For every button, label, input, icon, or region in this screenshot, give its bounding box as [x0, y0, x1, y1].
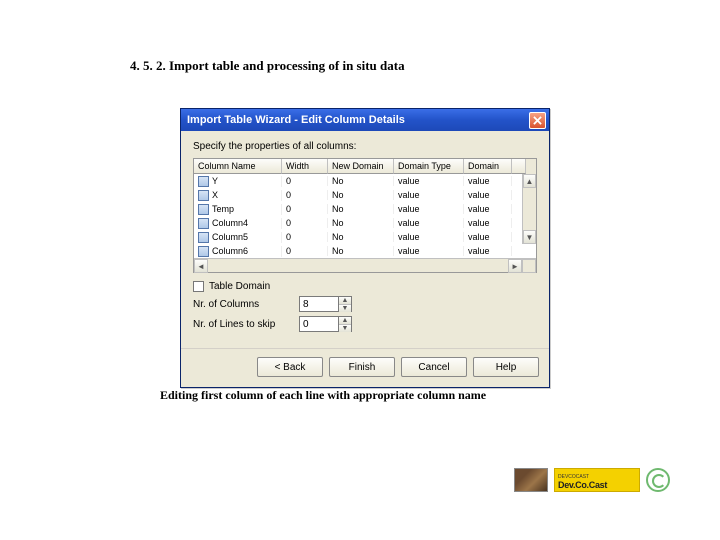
table-domain-row: Table Domain — [193, 281, 537, 292]
cell-new-domain[interactable]: No — [328, 190, 394, 200]
column-icon — [198, 204, 209, 215]
figure-caption: Editing first column of each line with a… — [160, 388, 486, 403]
header-domain[interactable]: Domain — [464, 159, 512, 174]
dialog-title: Import Table Wizard - Edit Column Detail… — [187, 114, 529, 126]
nr-columns-label: Nr. of Columns — [193, 299, 293, 310]
cell-width[interactable]: 0 — [282, 218, 328, 228]
nr-lines-skip-spinner[interactable]: ▲▼ — [339, 316, 352, 332]
table-domain-label: Table Domain — [209, 281, 270, 292]
logo-brand: Dev.Co.Cast — [558, 480, 636, 490]
spinner-down-icon[interactable]: ▼ — [339, 325, 351, 332]
column-icon — [198, 246, 209, 257]
cell-width[interactable]: 0 — [282, 246, 328, 256]
close-button[interactable] — [529, 112, 546, 129]
table-domain-checkbox[interactable] — [193, 281, 204, 292]
vertical-scrollbar[interactable]: ▲ ▼ — [522, 174, 536, 244]
table-row[interactable]: Column60Novaluevalue — [194, 244, 536, 258]
logo-image — [514, 468, 548, 492]
cell-column-name[interactable]: Temp — [194, 204, 282, 215]
scroll-corner — [522, 259, 536, 273]
cell-domain-type[interactable]: value — [394, 176, 464, 186]
help-button[interactable]: Help — [473, 357, 539, 377]
scroll-up-arrow-icon[interactable]: ▲ — [523, 174, 536, 188]
column-icon — [198, 232, 209, 243]
cell-domain-type[interactable]: value — [394, 204, 464, 214]
cell-column-name[interactable]: X — [194, 190, 282, 201]
table-row[interactable]: X0Novaluevalue — [194, 188, 536, 202]
spinner-down-icon[interactable]: ▼ — [339, 305, 351, 312]
table-row[interactable]: Column50Novaluevalue — [194, 230, 536, 244]
footer-logo: DEVCOCAST Dev.Co.Cast — [514, 468, 670, 492]
table-row[interactable]: Column40Novaluevalue — [194, 216, 536, 230]
cell-domain[interactable]: value — [464, 190, 512, 200]
nr-lines-skip-label: Nr. of Lines to skip — [193, 319, 293, 330]
cell-new-domain[interactable]: No — [328, 218, 394, 228]
cell-column-name[interactable]: Y — [194, 176, 282, 187]
columns-grid: Column Name Width New Domain Domain Type… — [193, 158, 537, 273]
cell-new-domain[interactable]: No — [328, 204, 394, 214]
nr-columns-spinner[interactable]: ▲▼ — [339, 296, 352, 312]
horizontal-scrollbar[interactable]: ◄ ► — [194, 258, 536, 272]
cell-column-name[interactable]: Column6 — [194, 246, 282, 257]
grid-body: Y0NovaluevalueX0NovaluevalueTemp0Novalue… — [194, 174, 536, 258]
header-width[interactable]: Width — [282, 159, 328, 174]
cell-width[interactable]: 0 — [282, 176, 328, 186]
logo-text-block: DEVCOCAST Dev.Co.Cast — [554, 468, 640, 492]
header-spacer — [512, 159, 526, 174]
cell-domain-type[interactable]: value — [394, 190, 464, 200]
header-domain-type[interactable]: Domain Type — [394, 159, 464, 174]
cell-width[interactable]: 0 — [282, 190, 328, 200]
cell-new-domain[interactable]: No — [328, 176, 394, 186]
cell-new-domain[interactable]: No — [328, 232, 394, 242]
spinner-up-icon[interactable]: ▲ — [339, 297, 351, 305]
grid-header: Column Name Width New Domain Domain Type… — [194, 159, 536, 174]
instruction-text: Specify the properties of all columns: — [193, 141, 537, 152]
column-icon — [198, 218, 209, 229]
section-heading: 4. 5. 2. Import table and processing of … — [130, 58, 405, 74]
cancel-button[interactable]: Cancel — [401, 357, 467, 377]
cell-domain[interactable]: value — [464, 246, 512, 256]
scroll-right-arrow-icon[interactable]: ► — [508, 259, 522, 273]
cell-domain[interactable]: value — [464, 176, 512, 186]
table-row[interactable]: Y0Novaluevalue — [194, 174, 536, 188]
cell-domain-type[interactable]: value — [394, 218, 464, 228]
cell-width[interactable]: 0 — [282, 232, 328, 242]
nr-lines-skip-row: Nr. of Lines to skip 0 ▲▼ — [193, 316, 537, 332]
header-column-name[interactable]: Column Name — [194, 159, 282, 174]
import-table-wizard-dialog: Import Table Wizard - Edit Column Detail… — [180, 108, 550, 388]
scroll-left-arrow-icon[interactable]: ◄ — [194, 259, 208, 273]
header-new-domain[interactable]: New Domain — [328, 159, 394, 174]
dialog-body: Specify the properties of all columns: C… — [181, 131, 549, 344]
nr-lines-skip-input[interactable]: 0 — [299, 316, 339, 332]
scroll-down-arrow-icon[interactable]: ▼ — [523, 230, 536, 244]
cell-new-domain[interactable]: No — [328, 246, 394, 256]
titlebar: Import Table Wizard - Edit Column Detail… — [181, 109, 549, 131]
cell-domain[interactable]: value — [464, 232, 512, 242]
h-scroll-track[interactable] — [208, 259, 508, 272]
close-icon — [533, 116, 542, 125]
nr-columns-row: Nr. of Columns 8 ▲▼ — [193, 296, 537, 312]
spinner-up-icon[interactable]: ▲ — [339, 317, 351, 325]
cell-column-name[interactable]: Column4 — [194, 218, 282, 229]
cell-domain-type[interactable]: value — [394, 232, 464, 242]
button-bar: < Back Finish Cancel Help — [181, 348, 549, 387]
cell-domain[interactable]: value — [464, 204, 512, 214]
table-row[interactable]: Temp0Novaluevalue — [194, 202, 536, 216]
back-button[interactable]: < Back — [257, 357, 323, 377]
cell-domain-type[interactable]: value — [394, 246, 464, 256]
cell-width[interactable]: 0 — [282, 204, 328, 214]
nr-columns-input[interactable]: 8 — [299, 296, 339, 312]
cell-domain[interactable]: value — [464, 218, 512, 228]
column-icon — [198, 176, 209, 187]
cell-column-name[interactable]: Column5 — [194, 232, 282, 243]
column-icon — [198, 190, 209, 201]
logo-swirl-icon — [646, 468, 670, 492]
finish-button[interactable]: Finish — [329, 357, 395, 377]
options-panel: Table Domain Nr. of Columns 8 ▲▼ Nr. of … — [193, 281, 537, 332]
